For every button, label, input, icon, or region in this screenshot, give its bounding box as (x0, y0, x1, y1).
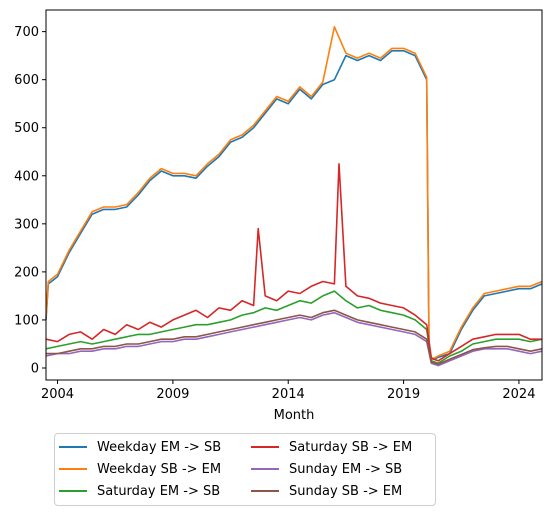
legend-label: Weekday SB -> EM (97, 461, 222, 477)
legend-label: Saturday EM -> SB (97, 483, 221, 499)
legend-label: Sunday SB -> EM (289, 483, 403, 499)
legend-swatch (251, 468, 279, 470)
y-tick-label: 700 (14, 25, 39, 40)
legend-item: Sunday SB -> EM (251, 482, 402, 500)
y-tick-label: 500 (14, 121, 39, 136)
series-line-3 (45, 163, 542, 362)
legend-item: Saturday SB -> EM (251, 438, 412, 456)
x-tick-label: 2014 (272, 387, 305, 402)
legend-label: Saturday SB -> EM (289, 439, 413, 455)
series-line-0 (45, 49, 543, 361)
x-tick-label: 2019 (387, 387, 420, 402)
legend-swatch (59, 446, 87, 448)
x-axis-title: Month (274, 408, 315, 423)
legend-label: Sunday EM -> SB (289, 461, 403, 477)
legend-item: Weekday SB -> EM (59, 460, 221, 478)
legend-item: Saturday EM -> SB (59, 482, 220, 500)
legend: Weekday EM -> SB Weekday SB -> EM Saturday… (54, 433, 436, 506)
y-tick-label: 200 (14, 265, 39, 280)
y-tick-label: 400 (14, 169, 39, 184)
series-line-4 (45, 311, 543, 367)
plot-frame (45, 9, 543, 381)
y-tick-label: 0 (31, 361, 39, 376)
y-tick-label: 300 (14, 217, 39, 232)
x-tick-label: 2004 (41, 387, 74, 402)
legend-swatch (251, 490, 279, 492)
x-tick-label: 2024 (502, 387, 535, 402)
series-line-5 (46, 309, 543, 365)
series-lines (45, 25, 543, 367)
series-line-2 (45, 290, 543, 365)
line-chart: 2004 2009 2014 2019 2024 0 100 200 300 400 500 600 7… (14, 9, 543, 423)
legend-swatch (59, 490, 87, 492)
series-line-1 (45, 25, 543, 360)
legend-swatch (59, 468, 87, 470)
legend-swatch (251, 446, 279, 448)
y-tick-label: 600 (14, 73, 39, 88)
axis-ticks: 2004 2009 2014 2019 2024 0 100 200 300 400 500 600 7… (14, 25, 535, 402)
x-tick-label: 2009 (156, 387, 189, 402)
legend-item: Sunday EM -> SB (251, 460, 402, 478)
legend-label: Weekday EM -> SB (97, 439, 222, 455)
y-tick-label: 100 (14, 313, 39, 328)
legend-item: Weekday EM -> SB (59, 438, 221, 456)
